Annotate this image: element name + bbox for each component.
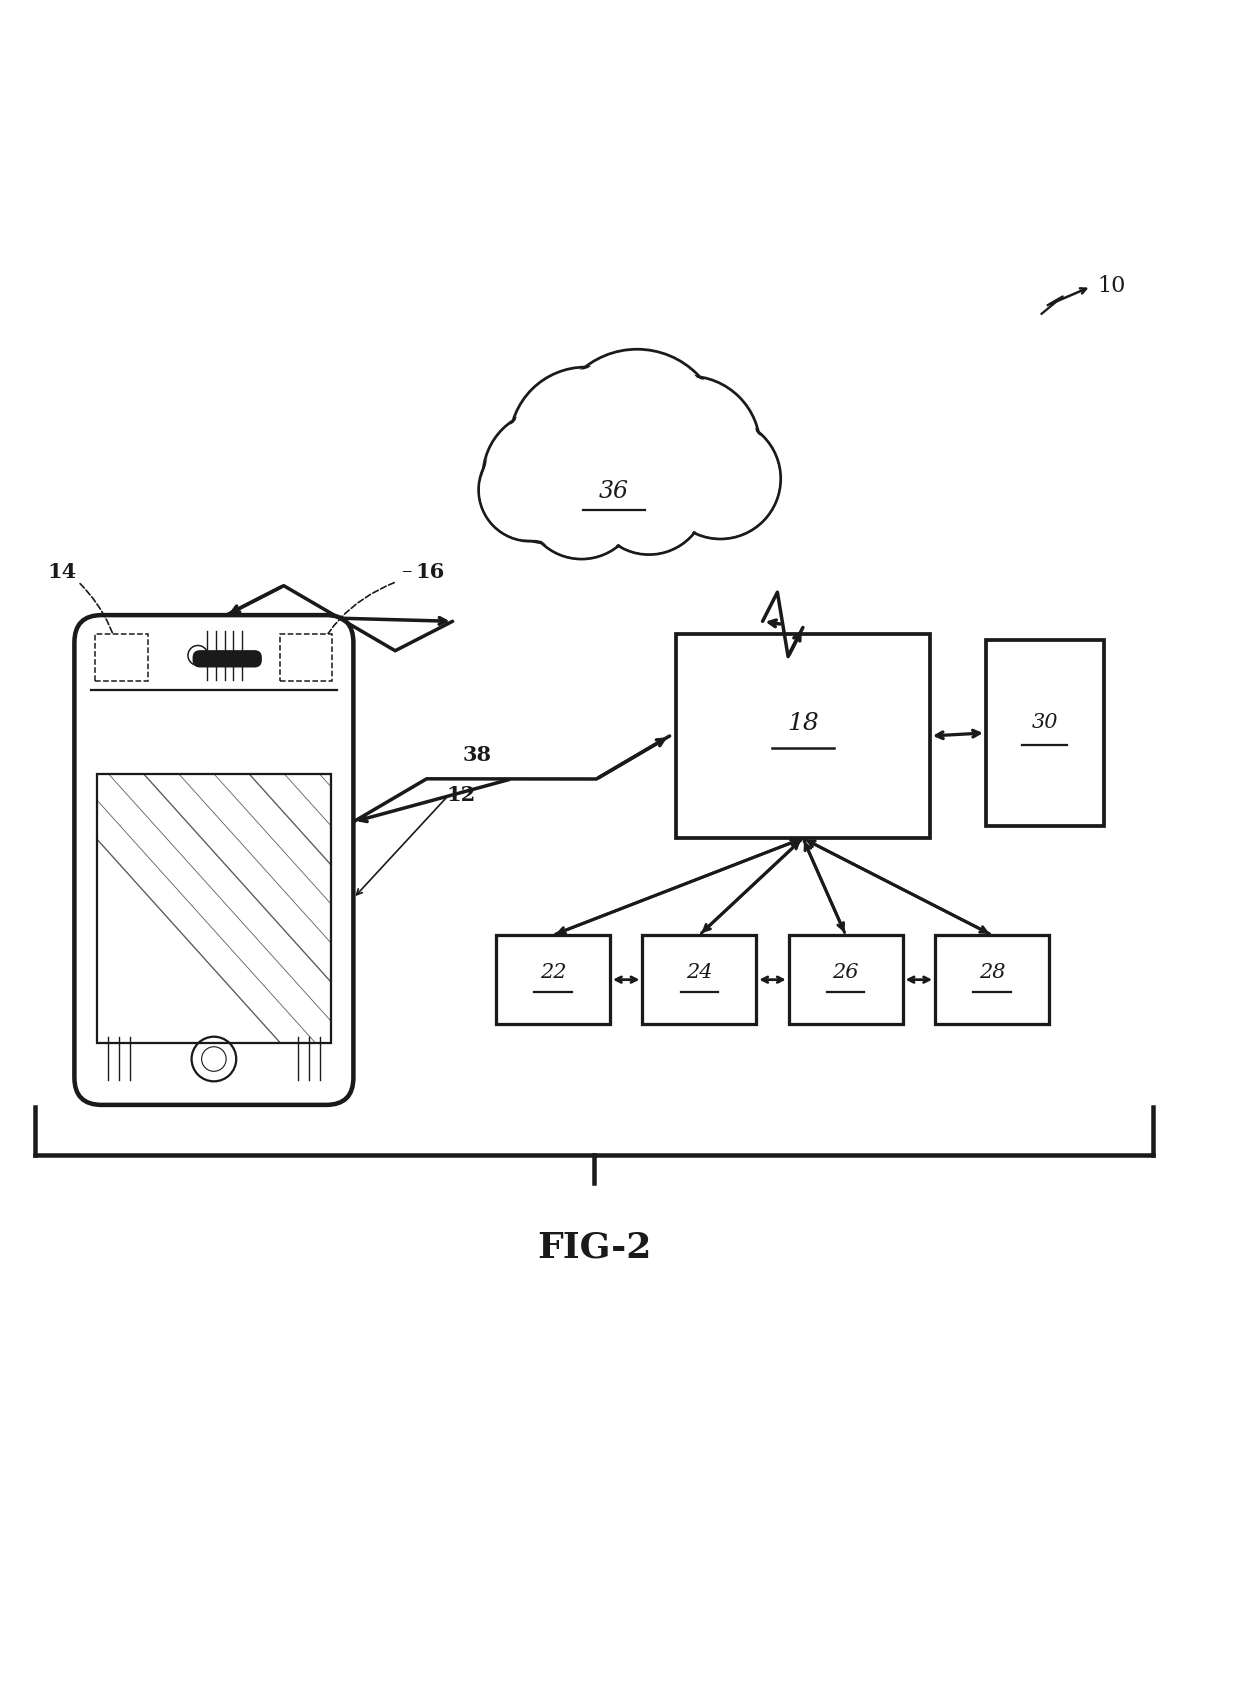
Text: 30: 30 (1032, 713, 1058, 733)
Text: 22: 22 (539, 963, 567, 981)
Circle shape (479, 439, 582, 540)
Text: 10: 10 (1097, 275, 1126, 297)
Circle shape (593, 441, 706, 552)
Text: 36: 36 (599, 480, 629, 503)
Circle shape (480, 441, 580, 540)
Circle shape (554, 351, 719, 517)
Circle shape (662, 421, 779, 537)
Circle shape (512, 370, 660, 517)
Text: FIG-2: FIG-2 (537, 1231, 651, 1265)
Bar (789, 936, 903, 1024)
Bar (95, 633, 148, 681)
Circle shape (552, 350, 722, 519)
Circle shape (510, 367, 661, 519)
Circle shape (485, 412, 615, 542)
Text: 16: 16 (415, 562, 445, 581)
Bar (97, 774, 331, 1042)
Circle shape (523, 443, 640, 559)
Circle shape (618, 377, 760, 519)
Bar (642, 936, 756, 1024)
FancyBboxPatch shape (74, 615, 353, 1105)
Text: 14: 14 (47, 562, 77, 581)
Circle shape (620, 378, 758, 517)
Text: 18: 18 (787, 713, 818, 735)
Circle shape (526, 444, 637, 557)
FancyBboxPatch shape (192, 650, 262, 667)
Text: –: – (402, 562, 412, 581)
Bar (496, 936, 610, 1024)
Text: 12: 12 (446, 785, 476, 806)
Text: 26: 26 (832, 963, 859, 981)
Circle shape (660, 419, 781, 539)
Circle shape (591, 439, 707, 554)
Bar (676, 633, 930, 838)
Bar (986, 640, 1104, 826)
Text: 38: 38 (463, 745, 492, 765)
Text: 24: 24 (686, 963, 713, 981)
Circle shape (482, 409, 616, 544)
Bar (935, 936, 1049, 1024)
Bar (280, 633, 332, 681)
Text: 28: 28 (978, 963, 1006, 981)
